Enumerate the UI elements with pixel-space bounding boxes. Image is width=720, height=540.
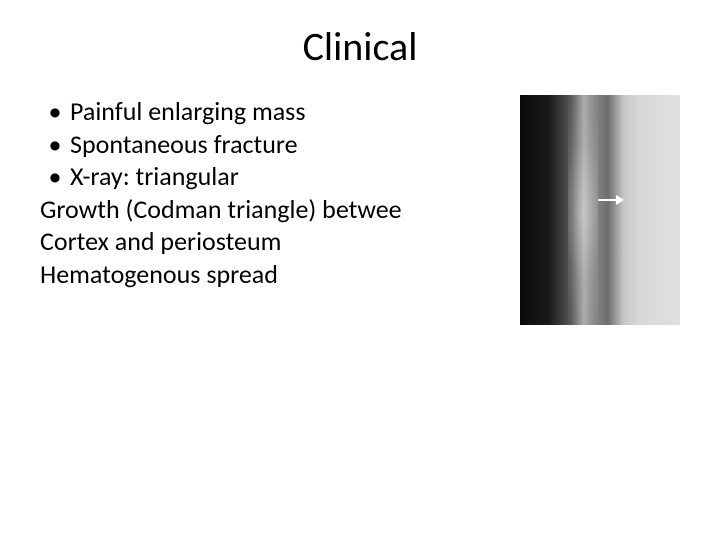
slide-body: • Painful enlarging mass • Spontaneous f… (40, 95, 540, 290)
bullet-icon: • (40, 128, 70, 161)
bullet-icon: • (40, 95, 70, 128)
bullet-item: • Spontaneous fracture (40, 128, 540, 161)
slide-title: Clinical (0, 22, 720, 71)
bullet-text: X-ray: triangular (70, 160, 540, 193)
body-line: Growth (Codman triangle) betwee (40, 193, 540, 226)
bullet-text: Painful enlarging mass (70, 95, 540, 128)
bullet-text: Spontaneous fracture (70, 128, 540, 161)
bullet-item: • X-ray: triangular (40, 160, 540, 193)
bullet-icon: • (40, 160, 70, 193)
slide: Clinical • Painful enlarging mass • Spon… (0, 0, 720, 540)
body-line: Hematogenous spread (40, 258, 540, 291)
arrow-right-icon (598, 195, 624, 205)
body-line: Cortex and periosteum (40, 225, 540, 258)
xray-image (520, 95, 680, 325)
bullet-item: • Painful enlarging mass (40, 95, 540, 128)
